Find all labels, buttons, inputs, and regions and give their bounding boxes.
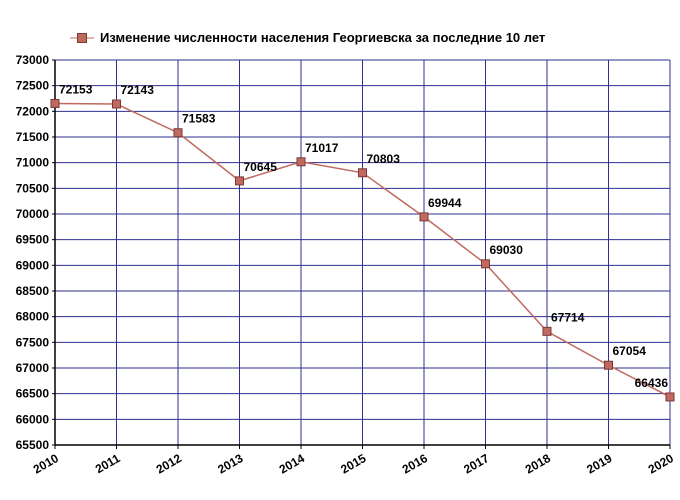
chart-container: Изменение численности населения Георгиев… [0, 0, 680, 500]
data-marker [482, 260, 490, 268]
data-label: 72143 [121, 83, 155, 97]
x-tick-label: 2015 [338, 451, 368, 477]
data-marker [359, 169, 367, 177]
data-marker [236, 177, 244, 185]
x-tick-label: 2013 [215, 451, 245, 477]
data-label: 66436 [635, 376, 669, 390]
y-tick-label: 71000 [16, 156, 50, 170]
y-tick-label: 66500 [16, 387, 50, 401]
y-tick-label: 67500 [16, 335, 50, 349]
data-marker [297, 158, 305, 166]
y-tick-label: 71500 [16, 130, 50, 144]
data-marker [420, 213, 428, 221]
y-tick-label: 66000 [16, 412, 50, 426]
data-marker [174, 129, 182, 137]
data-label: 69944 [428, 196, 462, 210]
legend-label: Изменение численности населения Георгиев… [100, 30, 545, 45]
data-marker [666, 393, 674, 401]
x-tick-label: 2020 [646, 451, 676, 477]
x-tick-label: 2014 [277, 451, 307, 477]
data-label: 71017 [305, 141, 339, 155]
data-label: 71583 [182, 112, 216, 126]
data-marker [543, 327, 551, 335]
data-label: 69030 [490, 243, 524, 257]
legend-marker-icon [70, 32, 94, 44]
data-label: 70645 [244, 160, 278, 174]
data-marker [113, 100, 121, 108]
x-tick-label: 2011 [93, 451, 123, 476]
data-label: 67714 [551, 310, 585, 324]
y-tick-label: 65500 [16, 438, 50, 452]
x-tick-label: 2017 [461, 451, 491, 477]
y-tick-label: 70000 [16, 207, 50, 221]
x-tick-label: 2019 [584, 451, 614, 477]
x-tick-label: 2016 [400, 451, 430, 477]
line-chart: 65500 66000 66500 67000 67500 68000 68500 69000… [0, 0, 680, 500]
data-label: 67054 [613, 344, 647, 358]
y-tick-label: 69000 [16, 258, 50, 272]
x-tick-label: 2010 [31, 451, 61, 477]
data-label: 70803 [367, 152, 401, 166]
y-tick-label: 73000 [16, 53, 50, 67]
y-tick-label: 68000 [16, 310, 50, 324]
y-tick-label: 72000 [16, 104, 50, 118]
data-marker [605, 361, 613, 369]
y-tick-label: 67000 [16, 361, 50, 375]
legend: Изменение численности населения Георгиев… [70, 30, 545, 45]
y-tick-label: 69500 [16, 233, 50, 247]
x-tick-label: 2012 [154, 451, 184, 477]
y-tick-label: 72500 [16, 79, 50, 93]
y-tick-label: 68500 [16, 284, 50, 298]
x-tick-label: 2018 [523, 451, 553, 477]
y-tick-label: 70500 [16, 181, 50, 195]
data-marker [51, 99, 59, 107]
data-label: 72153 [59, 82, 93, 96]
